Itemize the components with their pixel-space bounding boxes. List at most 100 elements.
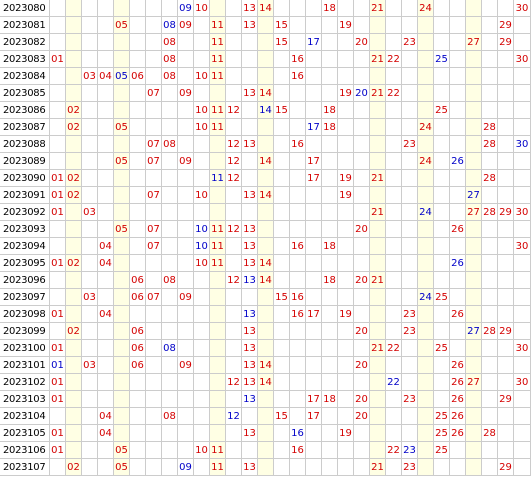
issue-number: 2023083 [0,51,50,68]
empty-cell [66,408,82,425]
empty-cell [258,51,274,68]
empty-cell [242,68,258,85]
red-number-cell: 25 [434,425,450,442]
empty-cell [210,187,226,204]
red-number-cell: 20 [354,272,370,289]
blue-number-cell: 13 [242,272,258,289]
empty-cell [338,204,354,221]
empty-cell [130,221,146,238]
red-number-cell: 24 [418,153,434,170]
empty-cell [290,153,306,170]
empty-cell [290,255,306,272]
empty-cell [306,357,322,374]
empty-cell [498,68,514,85]
empty-cell [290,0,306,17]
empty-cell [514,289,531,306]
empty-cell [66,374,82,391]
red-number-cell: 29 [498,34,514,51]
red-number-cell: 11 [210,34,226,51]
empty-cell [290,17,306,34]
red-number-cell: 14 [258,0,274,17]
empty-cell [514,68,531,85]
empty-cell [274,68,290,85]
empty-cell [82,187,98,204]
empty-cell [130,459,146,476]
empty-cell [50,153,66,170]
empty-cell [322,442,338,459]
empty-cell [66,68,82,85]
blue-number-cell: 24 [418,289,434,306]
empty-cell [82,340,98,357]
empty-cell [434,272,450,289]
empty-cell [258,221,274,238]
empty-cell [242,204,258,221]
red-number-cell: 06 [130,323,146,340]
empty-cell [434,323,450,340]
empty-cell [258,391,274,408]
empty-cell [434,170,450,187]
empty-cell [338,68,354,85]
empty-cell [338,255,354,272]
empty-cell [130,153,146,170]
empty-cell [82,17,98,34]
issue-number: 2023099 [0,323,50,340]
red-number-cell: 07 [146,136,162,153]
red-number-cell: 23 [402,34,418,51]
red-number-cell: 19 [338,170,354,187]
empty-cell [418,323,434,340]
empty-cell [210,272,226,289]
red-number-cell: 01 [50,374,66,391]
empty-cell [66,221,82,238]
empty-cell [274,221,290,238]
empty-cell [178,34,194,51]
empty-cell [402,204,418,221]
empty-cell [98,0,114,17]
red-number-cell: 17 [306,153,322,170]
empty-cell [402,425,418,442]
blue-number-cell: 23 [402,442,418,459]
empty-cell [50,221,66,238]
red-number-cell: 20 [354,323,370,340]
empty-cell [386,238,402,255]
empty-cell [482,51,498,68]
empty-cell [146,119,162,136]
empty-cell [50,17,66,34]
empty-cell [66,34,82,51]
blue-number-cell: 13 [242,306,258,323]
empty-cell [194,17,210,34]
empty-cell [290,391,306,408]
empty-cell [178,170,194,187]
empty-cell [386,272,402,289]
empty-cell [226,289,242,306]
red-number-cell: 13 [242,340,258,357]
red-number-cell: 05 [114,221,130,238]
empty-cell [434,306,450,323]
empty-cell [258,306,274,323]
empty-cell [130,238,146,255]
empty-cell [498,85,514,102]
blue-number-cell: 24 [418,204,434,221]
empty-cell [386,187,402,204]
empty-cell [226,306,242,323]
empty-cell [338,34,354,51]
empty-cell [98,34,114,51]
red-number-cell: 30 [514,204,531,221]
empty-cell [306,459,322,476]
red-number-cell: 19 [338,187,354,204]
red-number-cell: 09 [178,85,194,102]
red-number-cell: 04 [98,255,114,272]
red-number-cell: 04 [98,425,114,442]
empty-cell [386,408,402,425]
red-number-cell: 01 [50,340,66,357]
empty-cell [418,408,434,425]
empty-cell [258,459,274,476]
empty-cell [354,374,370,391]
empty-cell [274,442,290,459]
red-number-cell: 06 [130,68,146,85]
empty-cell [482,0,498,17]
empty-cell [306,221,322,238]
empty-cell [146,204,162,221]
empty-cell [402,272,418,289]
red-number-cell: 25 [434,408,450,425]
empty-cell [450,204,466,221]
